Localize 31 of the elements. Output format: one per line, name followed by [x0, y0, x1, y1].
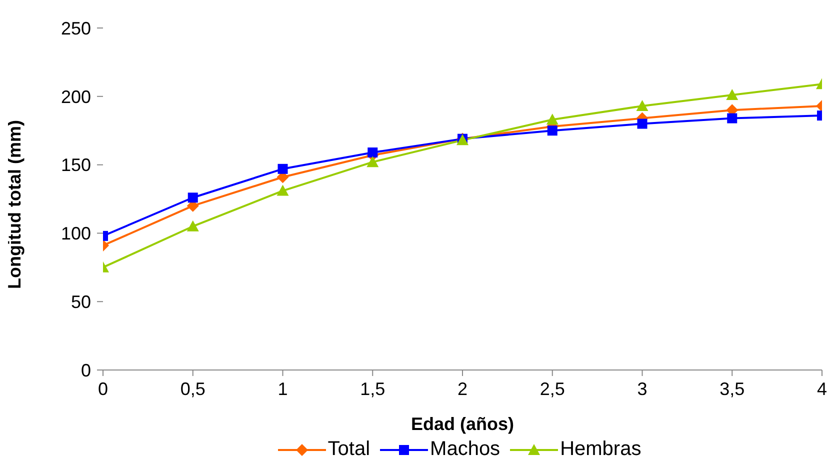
x-tick-label: 3: [637, 378, 648, 399]
x-tick-label: 0: [98, 378, 108, 399]
point: [637, 118, 648, 129]
x-tick-label: 4: [816, 378, 828, 399]
x-tick-label: 1: [278, 378, 288, 399]
x-tick-label: 2: [457, 378, 468, 399]
x-tick-label: 0,5: [180, 378, 206, 399]
point: [546, 114, 558, 125]
y-tick-label: 50: [70, 292, 91, 312]
y-tick-label: 150: [60, 155, 91, 176]
point: [278, 164, 288, 174]
point: [366, 156, 379, 168]
point: [368, 147, 378, 158]
point: [186, 220, 199, 232]
point: [636, 100, 648, 111]
x-tick-label: 3,5: [720, 378, 745, 399]
x-tick-label: 2,5: [540, 378, 565, 399]
y-tick-label: 200: [60, 86, 91, 107]
point: [547, 126, 558, 136]
y-tick-label: 100: [60, 224, 91, 244]
point: [727, 113, 738, 124]
point: [276, 184, 289, 196]
point: [188, 192, 198, 203]
legend-label: Hembras: [560, 438, 642, 461]
x-tick-label: 1,5: [360, 378, 386, 399]
x-axis-title: Edad (años): [410, 414, 514, 434]
legend-label: Total: [328, 438, 370, 461]
y-tick-label: 250: [60, 18, 91, 38]
legend-label: Machos: [430, 438, 500, 461]
point: [726, 89, 738, 100]
y-tick-label: 0: [80, 360, 91, 380]
